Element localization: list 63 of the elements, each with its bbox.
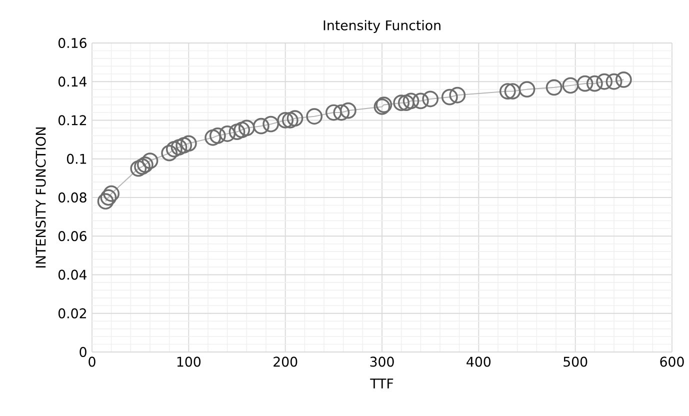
x-tick-label: 0 bbox=[88, 356, 96, 367]
point bbox=[180, 135, 197, 152]
x-axis-title: TTF bbox=[370, 378, 394, 388]
x-tick-label: 100 bbox=[177, 356, 201, 367]
y-tick-label: 0.08 bbox=[58, 192, 86, 203]
point bbox=[422, 90, 439, 108]
point bbox=[209, 127, 226, 144]
point bbox=[100, 189, 117, 206]
point bbox=[161, 144, 178, 162]
point bbox=[130, 160, 147, 177]
point bbox=[286, 110, 304, 127]
point bbox=[333, 104, 350, 121]
point bbox=[103, 185, 120, 202]
point bbox=[606, 73, 622, 90]
chart-title: Intensity Function bbox=[324, 20, 440, 33]
point bbox=[262, 116, 280, 132]
point bbox=[97, 193, 114, 210]
x-tick-label: 600 bbox=[660, 356, 684, 367]
point bbox=[449, 86, 466, 104]
point bbox=[325, 104, 342, 121]
point bbox=[562, 77, 579, 94]
y-tick-label: 0.16 bbox=[58, 38, 86, 48]
point bbox=[340, 102, 356, 119]
point bbox=[166, 141, 182, 158]
point bbox=[176, 137, 192, 154]
point bbox=[596, 73, 613, 90]
point bbox=[412, 92, 429, 110]
point bbox=[136, 156, 154, 173]
point bbox=[518, 81, 536, 98]
point bbox=[402, 92, 420, 110]
point bbox=[234, 122, 250, 138]
point bbox=[615, 71, 632, 88]
y-tick-label: 0.06 bbox=[58, 231, 86, 242]
point bbox=[238, 120, 255, 136]
y-axis-title: INTENSITY FUNCTION bbox=[36, 127, 46, 268]
y-tick-label: 0.1 bbox=[66, 154, 86, 164]
point bbox=[306, 108, 323, 125]
x-tick-label: 500 bbox=[564, 356, 588, 367]
point bbox=[252, 118, 270, 134]
y-tick-label: 0.12 bbox=[58, 115, 86, 126]
point bbox=[441, 88, 458, 106]
x-tick-label: 200 bbox=[274, 356, 298, 367]
y-tick-label: 0.02 bbox=[58, 308, 86, 318]
point bbox=[277, 112, 294, 128]
point bbox=[499, 83, 516, 100]
y-tick-label: 0.14 bbox=[58, 76, 87, 87]
y-tick-label: 0 bbox=[80, 346, 86, 358]
point bbox=[204, 129, 222, 146]
point bbox=[282, 112, 298, 128]
point bbox=[170, 139, 188, 156]
point bbox=[398, 94, 414, 112]
point bbox=[586, 75, 603, 92]
point bbox=[576, 75, 594, 92]
point bbox=[219, 126, 236, 142]
point bbox=[504, 83, 521, 100]
x-tick-label: 400 bbox=[466, 356, 491, 367]
point bbox=[228, 124, 246, 140]
point bbox=[393, 94, 410, 112]
point bbox=[546, 79, 562, 96]
x-tick-label: 300 bbox=[370, 356, 394, 367]
y-tick-label: 0.04 bbox=[58, 270, 87, 280]
point bbox=[134, 158, 150, 175]
point bbox=[142, 152, 158, 169]
